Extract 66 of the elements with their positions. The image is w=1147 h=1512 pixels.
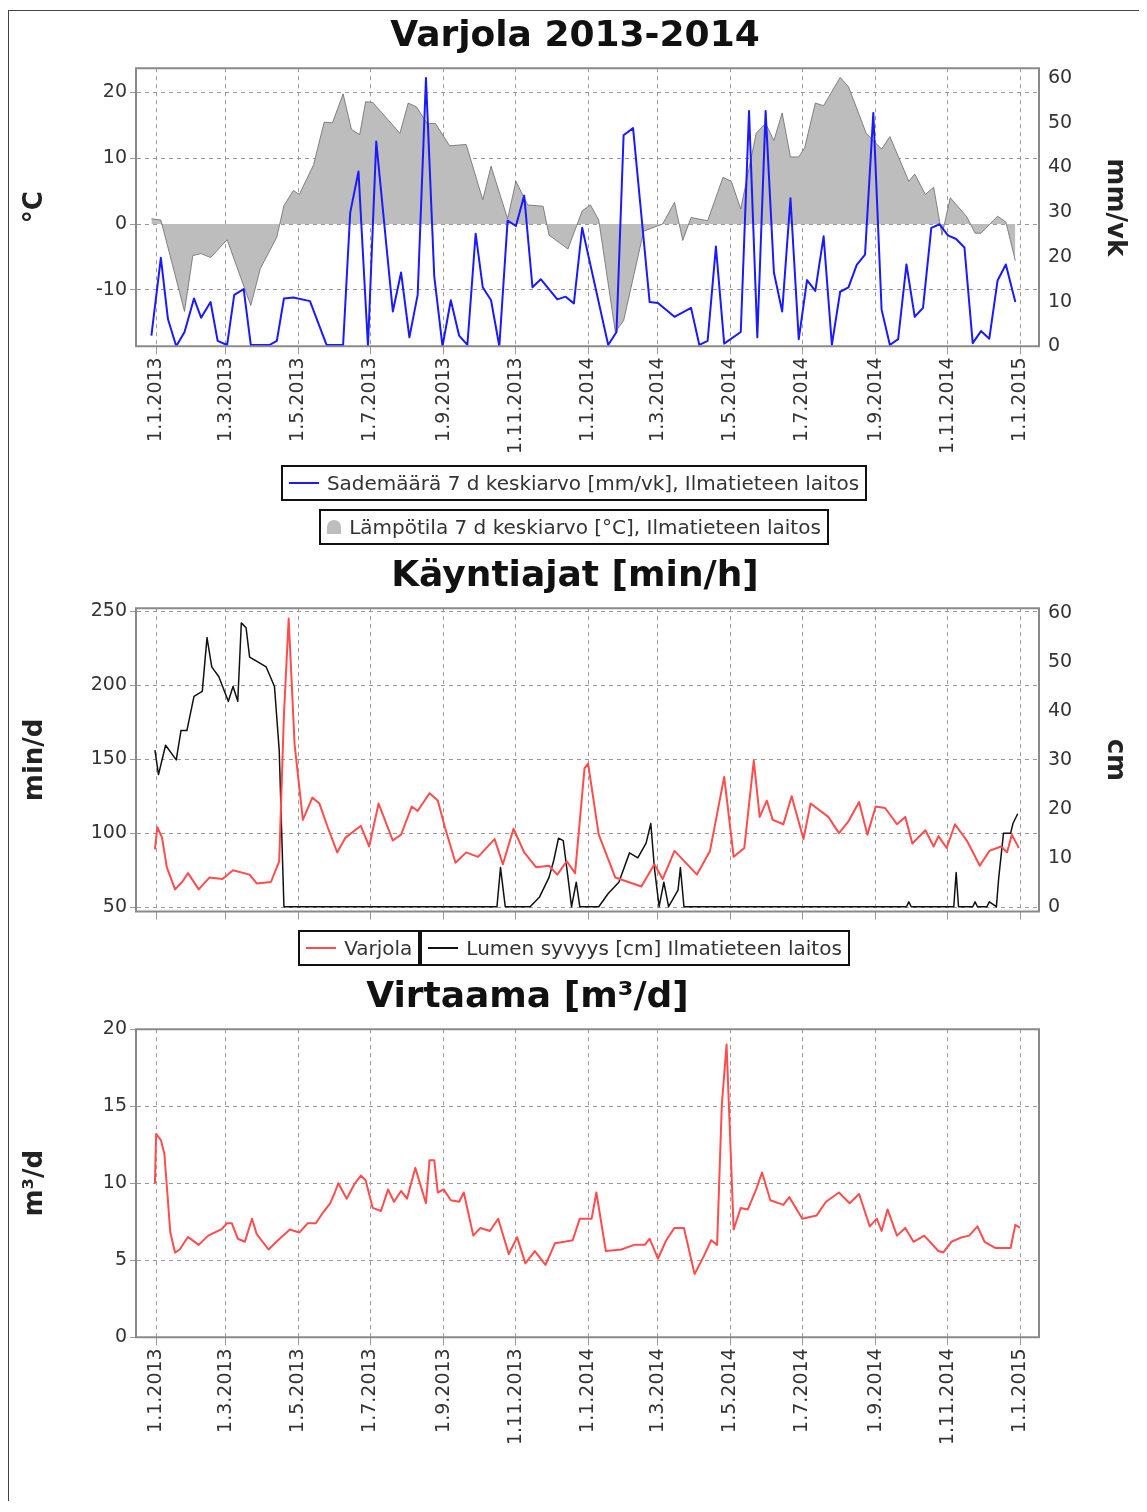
y-tick-label: 150 <box>90 746 127 769</box>
y2-tick-label: 10 <box>1048 288 1073 311</box>
x-tick-label: 1.1.2013 <box>143 1348 166 1433</box>
y-axis-title: m³/d <box>18 1149 49 1217</box>
x-tick-label: 1.5.2013 <box>285 1348 308 1433</box>
legend-label: Lämpötila 7 d keskiarvo [°C], Ilmatieteen laitos <box>349 515 821 539</box>
y-tick-label: 50 <box>102 894 127 917</box>
x-tick-label: 1.11.2013 <box>502 1348 525 1446</box>
x-tick-label: 1.7.2013 <box>357 357 380 442</box>
y-tick-label: -10 <box>95 276 127 299</box>
y2-tick-label: 30 <box>1048 746 1073 769</box>
y2-axis-title: cm <box>1101 738 1132 782</box>
y2-tick-label: 10 <box>1048 844 1073 867</box>
y-tick-label: 15 <box>102 1093 127 1116</box>
x-tick-label: 1.11.2014 <box>934 1348 957 1446</box>
x-tick-label: 1.1.2015 <box>1007 1348 1029 1433</box>
y2-axis-title: mm/vk <box>1101 158 1132 257</box>
y-tick-label: 0 <box>114 210 127 233</box>
x-tick-label: 1.5.2014 <box>717 357 740 442</box>
x-tick-label: 1.7.2013 <box>357 1348 380 1433</box>
y2-tick-label: 40 <box>1048 697 1073 720</box>
y-tick-label: 10 <box>102 145 127 168</box>
y-tick-label: 0 <box>114 1324 127 1347</box>
chart-title: Käyntiajat [min/h] <box>391 552 759 594</box>
x-tick-label: 1.9.2013 <box>430 357 453 442</box>
chart-title: Varjola 2013-2014 <box>390 12 760 54</box>
x-tick-label: 1.3.2014 <box>644 1348 667 1433</box>
x-tick-label: 1.1.2015 <box>1007 357 1029 442</box>
y2-tick-label: 0 <box>1048 893 1061 916</box>
x-tick-label: 1.3.2013 <box>212 1348 235 1433</box>
y-tick-label: 100 <box>90 820 127 843</box>
y-tick-label: 200 <box>90 672 127 695</box>
x-tick-label: 1.1.2013 <box>143 357 166 442</box>
x-tick-label: 1.1.2014 <box>575 1348 598 1433</box>
y2-tick-label: 40 <box>1048 154 1073 177</box>
x-tick-label: 1.3.2013 <box>212 357 235 442</box>
x-tick-label: 1.9.2014 <box>862 357 885 442</box>
chart-title: Virtaama [m³/d] <box>366 973 689 1015</box>
x-tick-label: 1.3.2014 <box>644 357 667 442</box>
x-tick-label: 1.7.2014 <box>789 357 812 442</box>
x-tick-label: 1.9.2014 <box>862 1348 885 1433</box>
y-tick-label: 20 <box>102 1016 127 1039</box>
y2-tick-label: 60 <box>1048 600 1073 623</box>
y-tick-label: 10 <box>102 1170 127 1193</box>
y-axis-title: min/d <box>18 718 49 802</box>
x-tick-label: 1.11.2013 <box>502 357 525 455</box>
x-tick-label: 1.7.2014 <box>789 1348 812 1433</box>
y2-tick-label: 20 <box>1048 795 1073 818</box>
x-tick-label: 1.1.2014 <box>575 357 598 442</box>
legend-label: Lumen syvyys [cm] Ilmatieteen laitos <box>466 936 842 960</box>
x-tick-label: 1.9.2013 <box>430 1348 453 1433</box>
y2-tick-label: 50 <box>1048 109 1073 132</box>
y-tick-label: 20 <box>102 79 127 102</box>
x-tick-label: 1.11.2014 <box>934 357 957 455</box>
y2-tick-label: 50 <box>1048 648 1073 671</box>
legend-label: Varjola <box>344 936 413 960</box>
x-tick-label: 1.5.2014 <box>717 1348 740 1433</box>
legend-label: Sademäärä 7 d keskiarvo [mm/vk], Ilmatieteen laitos <box>326 471 860 495</box>
y2-tick-label: 20 <box>1048 243 1073 266</box>
y-tick-label: 250 <box>90 598 127 621</box>
y-tick-label: 5 <box>114 1247 127 1270</box>
y2-tick-label: 30 <box>1048 199 1073 222</box>
y2-tick-label: 60 <box>1048 64 1073 87</box>
y-axis-title: °C <box>18 191 49 224</box>
x-tick-label: 1.5.2013 <box>285 357 308 442</box>
y2-tick-label: 0 <box>1048 333 1061 356</box>
